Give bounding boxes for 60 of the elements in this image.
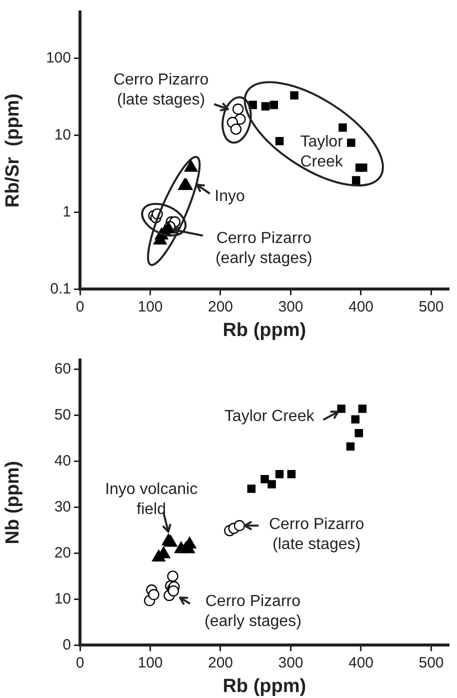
annotation: Taylor Creek (300, 133, 344, 170)
point (167, 570, 178, 582)
annotation: Cerro Pizarro (late stages) (269, 516, 364, 554)
annotation: Inyo volcanic field (105, 481, 198, 518)
annotation: Inyo (214, 188, 246, 206)
point (275, 470, 284, 478)
y-tick-label: 1 (62, 203, 71, 220)
point (354, 429, 364, 438)
point (358, 404, 367, 413)
annotation: Taylor Creek (224, 408, 316, 426)
x-tick-label: 200 (208, 654, 234, 672)
point (260, 475, 269, 484)
point (346, 442, 355, 451)
point (337, 404, 346, 413)
y-tick-label: 0.1 (50, 280, 71, 298)
point (148, 589, 160, 600)
y-tick-label: 40 (54, 452, 71, 470)
annotation: Cerro Pizarro (early stages) (215, 230, 312, 268)
x-axis-title: Rb (ppm) (222, 320, 306, 341)
point (287, 470, 296, 478)
x-tick-label: 0 (76, 654, 84, 672)
point (290, 91, 298, 100)
y-tick-label: 50 (54, 406, 71, 424)
point (275, 136, 284, 146)
point (234, 520, 246, 532)
point (230, 124, 242, 135)
point (184, 160, 198, 172)
point (247, 484, 256, 493)
x-tick-label: 400 (348, 298, 374, 316)
y-tick-label: 30 (54, 498, 71, 516)
point (347, 138, 356, 147)
point (232, 103, 244, 115)
point (270, 100, 278, 110)
annotation: Cerro Pizarro (late stages) (113, 72, 209, 109)
x-tick-label: 400 (348, 654, 374, 672)
point (358, 163, 368, 172)
y-axis-title: Rb/Sr (ppm) (2, 94, 24, 208)
point (168, 585, 180, 597)
point (352, 176, 360, 184)
annotation: Cerro Pizarro (early stages) (204, 593, 302, 630)
x-tick-label: 0 (76, 298, 84, 316)
point (338, 123, 347, 132)
x-tick-label: 500 (418, 298, 444, 316)
y-tick-label: 10 (54, 126, 71, 144)
x-tick-label: 100 (138, 654, 163, 672)
y-tick-label: 100 (46, 49, 71, 66)
x-axis-title: Rb (ppm) (222, 676, 306, 697)
y-tick-label: 0 (62, 636, 71, 654)
point (268, 480, 276, 488)
point (351, 415, 360, 424)
y-tick-label: 10 (54, 590, 71, 608)
y-tick-label: 60 (54, 360, 71, 378)
y-axis-title: Nb (ppm) (2, 460, 24, 544)
x-tick-label: 100 (138, 298, 163, 316)
x-tick-label: 300 (278, 298, 304, 316)
x-tick-label: 300 (278, 654, 304, 672)
y-tick-label: 20 (54, 544, 71, 562)
point (261, 102, 270, 110)
x-tick-label: 200 (208, 298, 234, 316)
x-tick-label: 500 (418, 654, 444, 672)
